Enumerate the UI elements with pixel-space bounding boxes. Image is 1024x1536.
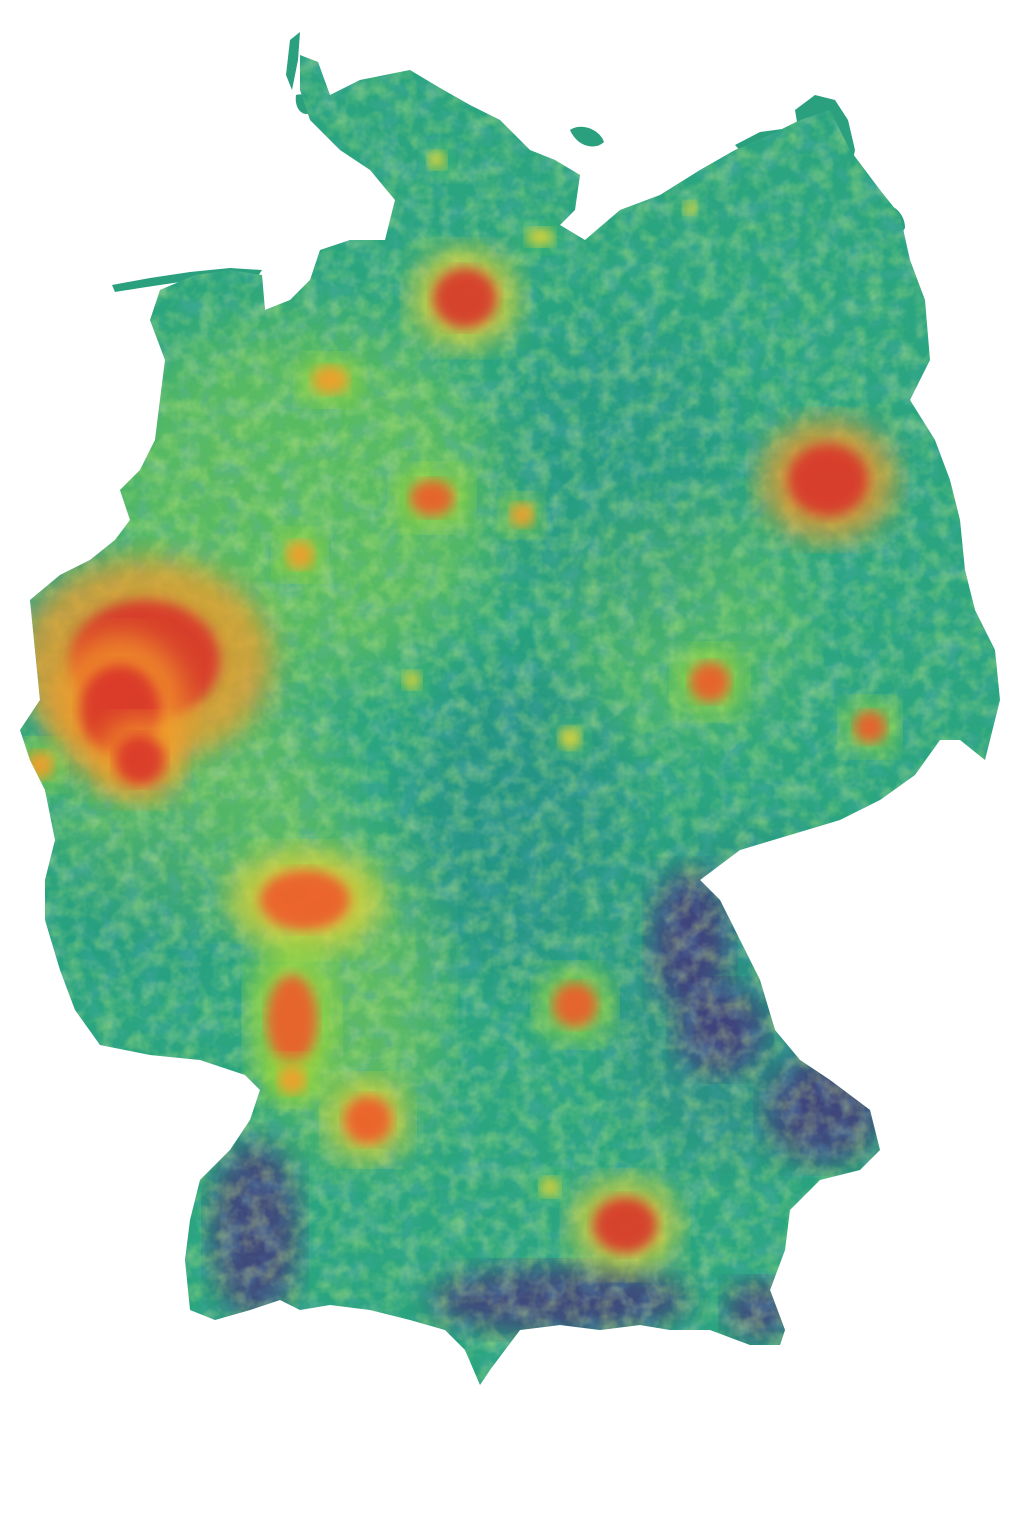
hotspot-bremen (312, 366, 348, 394)
hotspot-l-beck (526, 228, 554, 246)
hotspot-rhine-ruhr (115, 735, 165, 785)
hotspot-layer (20, 144, 898, 1273)
hotspot-rhine-neckar (267, 975, 317, 1065)
hotspot-bielefeld (286, 541, 314, 569)
hotspot-nuremberg (553, 983, 597, 1027)
hotspot-hamburg (433, 268, 497, 328)
hotspot-berlin (788, 444, 868, 516)
island-sylt (286, 32, 300, 90)
hotspot-aachen (26, 751, 54, 779)
hotspot-kassel (403, 671, 421, 689)
hotspot-karlsruhe (278, 1066, 306, 1094)
hotspot-hanover (410, 480, 454, 516)
hotspot-leipzig (690, 662, 730, 702)
hotspot-kiel (428, 151, 446, 169)
hotspot-rostock (683, 201, 697, 215)
hotspot-stuttgart (344, 1096, 392, 1144)
hotspot-erfurt (559, 727, 581, 749)
hotspot-dresden (854, 711, 886, 743)
island-fehmarn (570, 126, 604, 147)
hotspot-frankfurt-rhine-main (260, 870, 350, 930)
hotspot-augsburg (540, 1177, 560, 1197)
hotspot-munich (593, 1197, 657, 1253)
hotspot-braunschweig (510, 503, 534, 527)
